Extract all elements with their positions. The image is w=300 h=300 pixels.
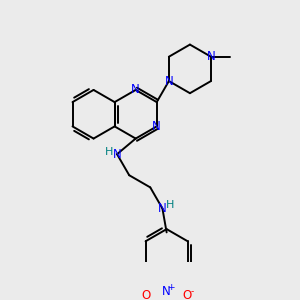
Text: H: H [166, 200, 174, 210]
Text: H: H [105, 147, 113, 157]
Text: -: - [191, 287, 194, 296]
Text: N: N [113, 148, 122, 161]
Text: O: O [141, 290, 150, 300]
Text: N: N [158, 202, 167, 215]
Text: +: + [167, 283, 175, 292]
Text: N: N [164, 74, 173, 88]
Text: N: N [131, 83, 140, 96]
Text: N: N [152, 120, 161, 133]
Text: O: O [183, 290, 192, 300]
Text: N: N [207, 50, 215, 63]
Text: N: N [162, 285, 171, 298]
